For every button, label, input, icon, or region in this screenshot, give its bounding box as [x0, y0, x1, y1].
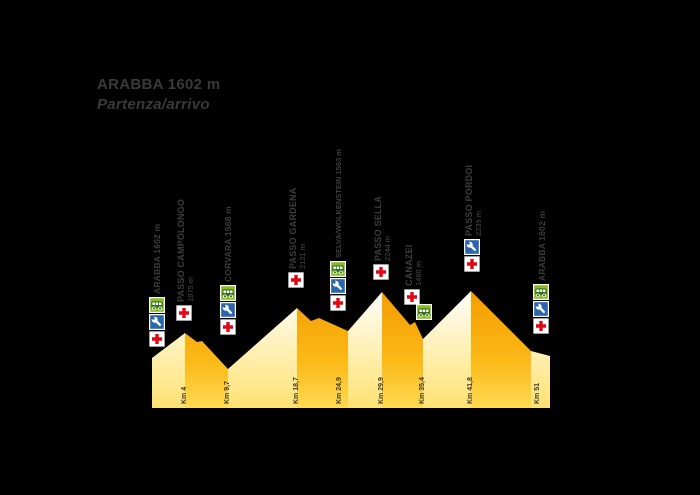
shuttle-bus-icon: [220, 285, 236, 301]
km-marker-label: Km 24,9: [336, 377, 343, 404]
km-marker-label: Km 4: [181, 387, 188, 404]
label-passo-pordoi: PASSO PORDOI: [464, 165, 474, 236]
first-aid-icon: [464, 256, 480, 272]
label-passo-campolongo: PASSO CAMPOLONGO: [176, 199, 186, 302]
label-arabba-finish: ARABBA 1602 m: [537, 210, 547, 281]
label-passo-gardena-altitude: 2121 m: [298, 244, 307, 269]
profile-climb-sella: [348, 292, 382, 408]
label-passo-campolongo-altitude: 1875 m: [186, 277, 195, 302]
km-markers: Km 4 Km 9,7 Km 18,7 Km 24,9 Km 29,9 Km 3…: [181, 377, 541, 404]
km-marker-label: Km 41,8: [467, 377, 474, 404]
shuttle-bus-icon: [330, 261, 346, 277]
first-aid-icon: [373, 264, 389, 280]
first-aid-icon: [533, 318, 549, 334]
profile-finish-strip: [531, 351, 550, 408]
first-aid-icon: [149, 331, 165, 347]
first-aid-icon: [176, 305, 192, 321]
location-labels: ARABBA 1602 m PASSO CAMPOLONGO 1875 m CO…: [152, 149, 547, 302]
wrench-icon: [330, 278, 346, 294]
profile-descent-canazei: [382, 292, 423, 408]
km-marker-label: Km 18,7: [293, 377, 300, 404]
label-canazei-altitude: 1460 m: [414, 261, 423, 286]
label-selva-wolkenstein: SELVA/WOLKENSTEIN 1563 m: [334, 149, 343, 258]
profile-descent-corvara: [185, 333, 228, 408]
profile-climb-pordoi: [423, 291, 471, 408]
first-aid-icon: [404, 289, 420, 305]
profile-climb-gardena: [228, 308, 297, 408]
first-aid-icon: [220, 319, 236, 335]
mountain-profile: [152, 291, 550, 408]
label-canazei: CANAZEI: [404, 245, 414, 286]
page-title: ARABBA 1602 m Partenza/arrivo: [97, 76, 220, 113]
title-start-location: ARABBA 1602 m: [97, 76, 220, 93]
profile-descent-arabba: [471, 291, 531, 408]
wrench-icon: [464, 239, 480, 255]
title-start-finish: Partenza/arrivo: [97, 96, 210, 113]
first-aid-icon: [288, 272, 304, 288]
shuttle-bus-icon: [533, 284, 549, 300]
km-marker-label: Km 35,4: [419, 377, 426, 404]
wrench-icon: [149, 314, 165, 330]
label-passo-pordoi-altitude: 2239 m: [474, 211, 483, 236]
shuttle-bus-icon: [149, 297, 165, 313]
wrench-icon: [533, 301, 549, 317]
label-arabba-start: ARABBA 1602 m: [152, 223, 162, 294]
label-corvara: CORVARA 1568 m: [223, 206, 233, 282]
km-marker-label: Km 29,9: [378, 377, 385, 404]
first-aid-icon: [330, 295, 346, 311]
label-passo-sella: PASSO SELLA: [373, 196, 383, 261]
km-marker-label: Km 51: [534, 383, 541, 404]
label-passo-sella-altitude: 2244 m: [383, 236, 392, 261]
label-passo-gardena: PASSO GARDENA: [288, 187, 298, 269]
profile-descent-selva: [297, 308, 348, 408]
km-marker-label: Km 9,7: [224, 381, 231, 404]
wrench-icon: [220, 302, 236, 318]
profile-climb-campolongo: [152, 333, 185, 408]
shuttle-bus-icon: [416, 304, 432, 320]
